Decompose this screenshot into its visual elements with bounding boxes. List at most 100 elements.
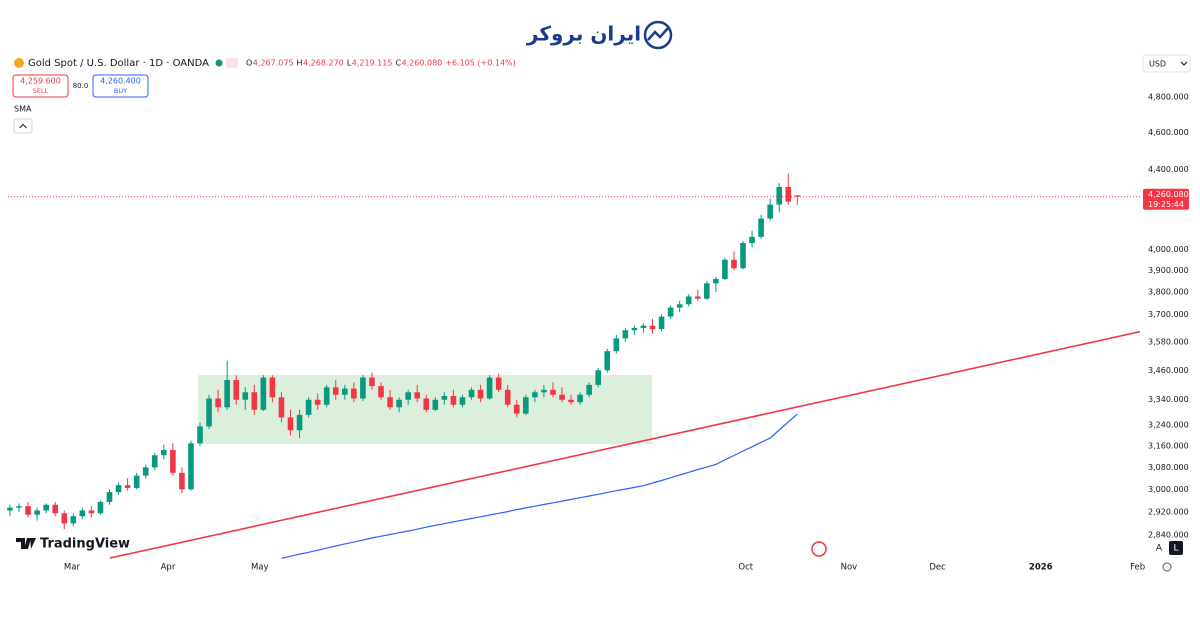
candle-body [785, 186, 792, 202]
candle-body [342, 388, 348, 395]
sell-button[interactable] [12, 74, 69, 98]
x-tick-label: Dec [929, 563, 946, 573]
y-tick-label: 2,920.000 [1148, 507, 1189, 516]
candle-body [387, 397, 393, 408]
candle-body [631, 327, 638, 331]
candle-body [694, 296, 701, 299]
candle-body [559, 394, 565, 400]
candle-body [278, 397, 285, 418]
logo-text: ایران بروکر [526, 22, 641, 46]
y-tick-label: 3,080.000 [1148, 463, 1189, 472]
candle-body [70, 516, 77, 524]
log-toggle[interactable] [1169, 541, 1183, 555]
collapse-icon [19, 123, 27, 129]
sell-price: 4,259.600 [20, 77, 61, 86]
candle-body [396, 399, 402, 408]
candle-body [215, 398, 221, 408]
candle-body [25, 506, 31, 515]
candle-body [532, 392, 538, 398]
candle-body [16, 506, 22, 508]
price-axis: 4,800.000 4,600.000 4,400.000 4,000.000 3,90… [1143, 93, 1189, 540]
candle-body [88, 510, 95, 514]
candle-body [550, 389, 556, 395]
buy-button[interactable] [92, 74, 149, 98]
spread: 80.0 [73, 82, 89, 90]
buy-price: 4,260.400 [100, 77, 141, 86]
candle-body [622, 330, 629, 339]
candle-body [188, 443, 194, 490]
countdown: 19:25:44 [1148, 200, 1184, 209]
log-label: L [1173, 544, 1178, 554]
candle-body [704, 283, 710, 299]
candle-body [667, 307, 674, 317]
candle-body [260, 377, 267, 410]
sma-line [281, 413, 798, 559]
candle-body [504, 389, 511, 405]
candle-body [758, 218, 764, 237]
candle-body [378, 386, 384, 398]
candle-body [568, 399, 574, 403]
candle-body [7, 507, 13, 511]
candle-body [432, 399, 439, 410]
candle-body [586, 384, 592, 395]
candle-body [269, 377, 276, 398]
y-tick-label: 3,160.000 [1148, 441, 1189, 450]
x-tick-label: Mar [64, 563, 81, 573]
candle-body [133, 475, 140, 488]
y-tick-label: 2,840.000 [1148, 531, 1189, 540]
candle-body [52, 504, 59, 514]
last-price-label: 4,260.080 [1148, 190, 1189, 199]
auto-scale[interactable]: A [1156, 544, 1163, 554]
x-tick-label: Oct [738, 563, 753, 573]
trend-line [109, 330, 1140, 559]
ohlc-label: L [347, 59, 352, 68]
candle-body [206, 398, 212, 427]
ohlc-label: H [297, 59, 303, 68]
candle-body [767, 204, 773, 219]
change: +6.105 (+0.14%) [445, 59, 516, 68]
candle-body [369, 377, 375, 387]
currency: USD [1149, 60, 1166, 69]
status-badge [226, 58, 238, 68]
settings-icon[interactable] [1162, 562, 1172, 572]
y-tick-label: 3,340.000 [1148, 395, 1189, 404]
candle-body [477, 389, 484, 399]
ohlc-label: C [395, 59, 401, 68]
candle-body [640, 325, 647, 328]
x-tick-label: Feb [1130, 563, 1145, 573]
candle-body [794, 195, 801, 197]
candle-body [523, 397, 529, 414]
ohlc-value: 4,219.115 [352, 59, 393, 68]
currency-select[interactable] [1142, 54, 1191, 73]
candle-body [351, 388, 357, 399]
candle-body [287, 417, 294, 431]
y-tick-label: 3,700.000 [1148, 310, 1189, 319]
ohlc-value: 4,267.075 [253, 59, 294, 68]
candle-body [242, 392, 249, 400]
candle-body [106, 492, 113, 502]
ohlc-label: O [246, 59, 252, 68]
candle-body [649, 325, 656, 330]
candle-body [513, 404, 520, 414]
candle-body [161, 449, 167, 456]
x-tick-label: May [251, 563, 269, 573]
y-tick-label: 3,460.000 [1148, 366, 1189, 375]
x-tick-label: Nov [841, 563, 858, 573]
candle-body [468, 389, 475, 398]
candle-body [459, 397, 466, 405]
candle-body [251, 392, 258, 410]
candle-body [722, 259, 728, 279]
buy-label: BUY [114, 87, 127, 95]
ohlc-value: 4,260.080 [402, 59, 443, 68]
candle-body [441, 396, 448, 400]
collapse-button[interactable] [13, 118, 33, 134]
symbol-icon [14, 58, 24, 68]
candle-body [305, 399, 312, 415]
candle-body [740, 243, 746, 269]
last-price-tag [1143, 188, 1189, 210]
candle-body [151, 455, 158, 468]
event-flag[interactable] [811, 541, 827, 557]
candle-body [450, 396, 457, 405]
candle-body [79, 510, 86, 517]
candle-body [486, 377, 493, 399]
